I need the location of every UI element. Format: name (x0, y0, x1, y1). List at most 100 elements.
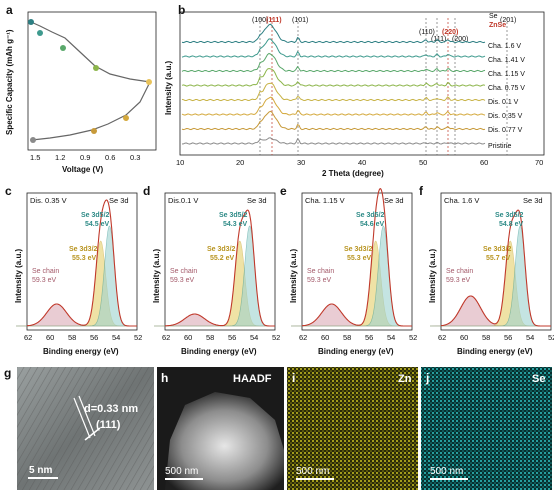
panel-g-letter: g (4, 366, 11, 380)
trace-label: Dis. 0.35 V (488, 113, 523, 120)
panel-a-xtick: 0.9 (80, 153, 90, 162)
xps-xtick: 62 (162, 333, 170, 342)
se-3d52-peak (154, 225, 275, 327)
xps-xtick: 62 (438, 333, 446, 342)
peak-label: (200) (452, 36, 468, 43)
xps-ylabel: Intensity (a.u.) (152, 248, 161, 303)
se-3d52-ev: 54.3 eV (223, 221, 247, 228)
xps-xlabel: Binding energy (eV) (181, 347, 257, 356)
peak-label: (110) (419, 29, 435, 36)
panel-a-charge-curve (31, 81, 151, 141)
se-3d32-label: Se 3d3/2 (69, 246, 98, 253)
panel-a-marker (37, 30, 43, 36)
xps-condition: Dis.0.1 V (168, 196, 198, 205)
se-3d32-label: Se 3d3/2 (207, 246, 236, 253)
se-chain-label: Se chain (32, 268, 59, 275)
se-3d52-peak (430, 225, 551, 327)
xps-region: Se 3d (247, 196, 267, 205)
hrtem-lattice (17, 367, 154, 490)
panel-b-xtick: 30 (297, 158, 305, 167)
panel-b-xtick: 10 (176, 158, 184, 167)
trace-label: Pristine (488, 143, 511, 150)
haadf-title: HAADF (233, 373, 272, 385)
panel-a: a Specific Capacity (mAh g⁻¹) Voltage (V… (5, 3, 157, 174)
scale-label: 500 nm (430, 466, 463, 477)
legend-se: Se (489, 13, 498, 20)
xps-xtick: 62 (24, 333, 32, 342)
xps-region: Se 3d (109, 196, 129, 205)
xps-xtick: 52 (134, 333, 142, 342)
peak-label: (111) (431, 36, 446, 43)
xrd-trace (181, 137, 486, 145)
xps-ylabel: Intensity (a.u.) (14, 248, 23, 303)
panel-a-frame (27, 11, 157, 151)
panel-a-marker (93, 65, 99, 71)
xps-xtick: 52 (409, 333, 417, 342)
xps-xtick: 54 (112, 333, 120, 342)
panel-c-letter: c (5, 184, 12, 198)
panel-b-ylabel: Intensity (a.u.) (164, 60, 173, 115)
trace-label: Dis. 0.77 V (488, 127, 523, 134)
panel-h-letter: h (161, 371, 168, 385)
panel-b-xtick: 70 (535, 158, 543, 167)
xps-ylabel: Intensity (a.u.) (428, 248, 437, 303)
xps-xlabel: Binding energy (eV) (43, 347, 119, 356)
xps-envelope (26, 199, 137, 327)
trace-label: Cha. 1.15 V (488, 71, 525, 78)
panel-b-xtick: 60 (480, 158, 488, 167)
xps-xtick: 56 (504, 333, 512, 342)
panel-a-marker (123, 115, 129, 121)
xps-envelope (164, 209, 275, 327)
xrd-trace (181, 23, 486, 44)
haadf-particle (165, 392, 284, 490)
xrd-trace (181, 67, 486, 87)
xps-xlabel: Binding energy (eV) (457, 347, 533, 356)
peak-label: (111) (266, 17, 282, 24)
xps-xlabel: Binding energy (eV) (318, 347, 394, 356)
panel-a-marker (30, 137, 36, 143)
panel-a-xtick: 1.5 (30, 153, 40, 162)
panel-a-xtick: 0.3 (130, 153, 140, 162)
xps-envelope (301, 188, 412, 327)
xps-region: Se 3d (523, 196, 543, 205)
peak-label: (101) (292, 17, 308, 24)
se-3d32-ev: 55.3 eV (347, 255, 371, 262)
panel-h: h HAADF 500 nm (157, 367, 284, 490)
xps-frame (440, 192, 552, 331)
se-3d52-ev: 54.8 eV (499, 221, 523, 228)
panel-b-letter: b (178, 3, 185, 17)
xps-xtick: 54 (387, 333, 395, 342)
xps-condition: Cha. 1.15 V (305, 196, 345, 205)
xps-xtick: 60 (321, 333, 329, 342)
se-3d32-ev: 55.3 eV (72, 255, 96, 262)
panel-i: i Zn 500 nm (287, 367, 418, 490)
panel-d: d Dis.0.1 V Se 3d Intensity (a.u.) Binding e… (143, 184, 280, 356)
trace-label: Cha. 1.6 V (488, 43, 521, 50)
se-3d32-ev: 55.2 eV (210, 255, 234, 262)
panel-j: j Se 500 nm (421, 367, 552, 490)
xps-xtick: 54 (526, 333, 534, 342)
trace-label: Cha. 1.41 V (488, 57, 525, 64)
xps-frame (301, 192, 413, 331)
se-chain-ev: 59.3 eV (446, 277, 470, 284)
xps-xtick: 56 (90, 333, 98, 342)
legend-znse: ZnSe (489, 22, 506, 29)
se-3d32-ev: 55.7 eV (486, 255, 510, 262)
xps-xtick: 58 (206, 333, 214, 342)
se-chain-ev: 59.3 eV (307, 277, 331, 284)
se-3d52-label: Se 3d5/2 (495, 212, 524, 219)
panel-e: e Cha. 1.15 V Se 3d Intensity (a.u.) Binding… (280, 184, 417, 356)
xrd-trace (181, 52, 486, 73)
xrd-trace (181, 38, 486, 58)
panel-c: c Dis. 0.35 V Se 3d Intensity (a.u.) Binding… (5, 184, 142, 356)
peak-label: (201) (500, 17, 516, 24)
panel-e-letter: e (280, 184, 287, 198)
panel-a-marker (146, 79, 152, 85)
xps-condition: Dis. 0.35 V (30, 196, 67, 205)
se-chain-label: Se chain (170, 268, 197, 275)
se-chain-label: Se chain (307, 268, 334, 275)
peak-label: (220) (442, 29, 458, 36)
se-3d32-label: Se 3d3/2 (344, 246, 373, 253)
xrd-trace (181, 82, 486, 102)
xps-xtick: 52 (272, 333, 280, 342)
